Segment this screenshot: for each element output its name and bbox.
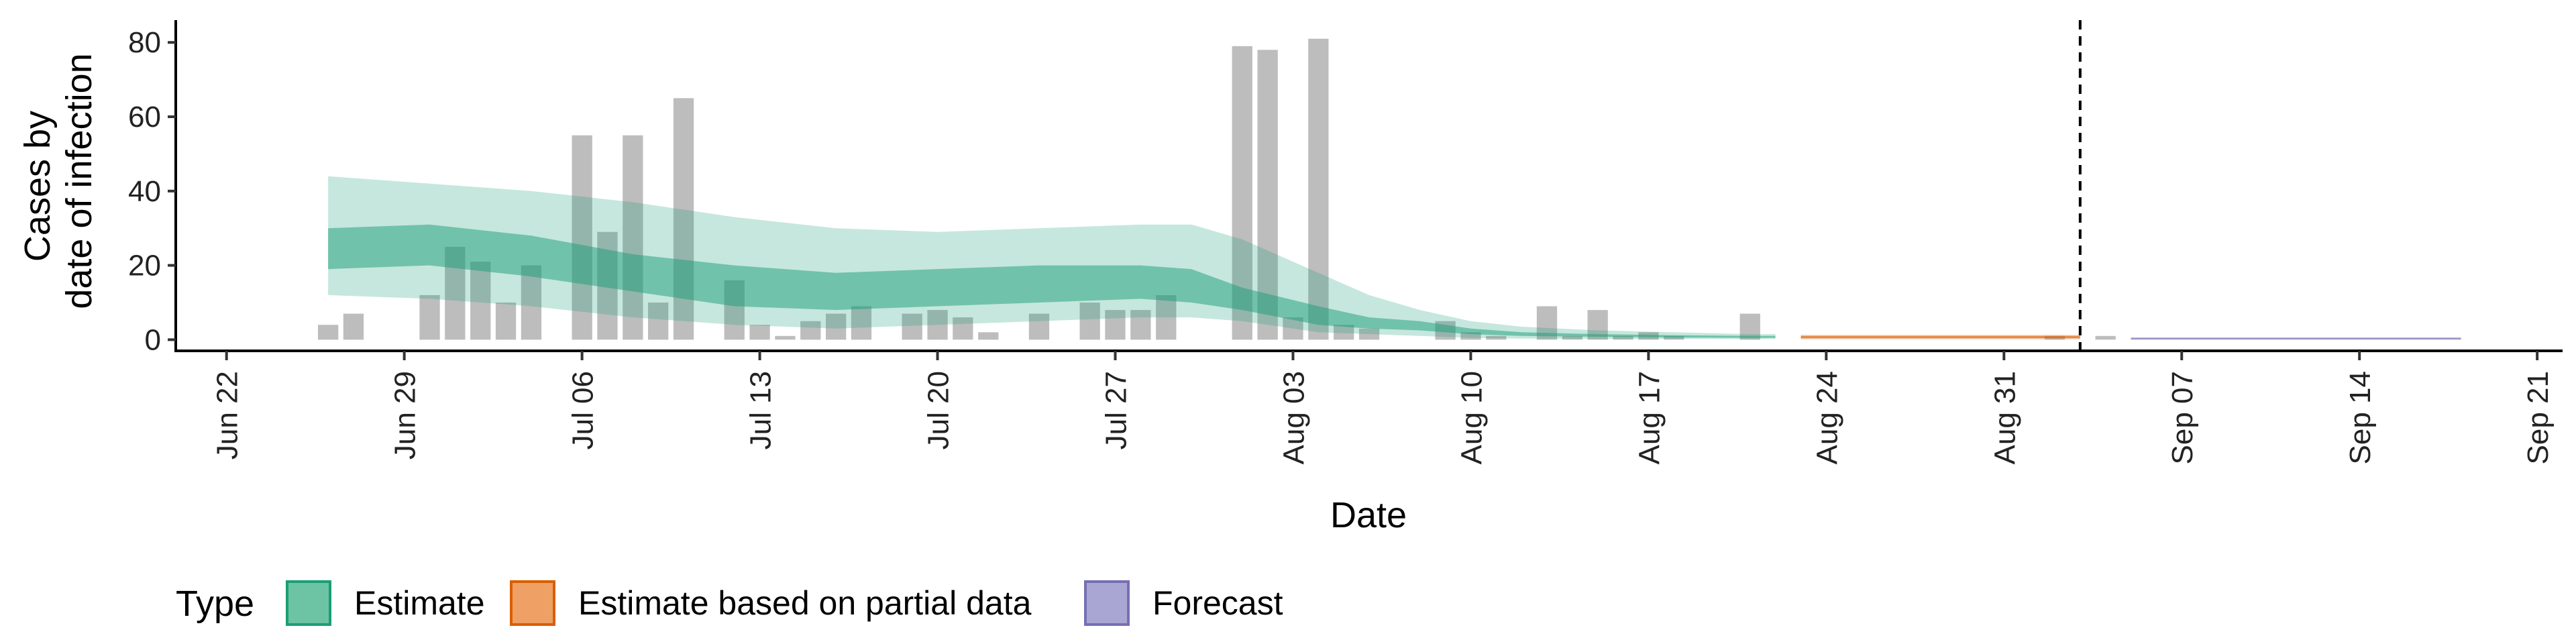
x-tick-label: Aug 03 (1277, 371, 1310, 464)
y-tick-label: 60 (128, 101, 161, 133)
y-tick-label: 0 (145, 323, 161, 356)
case-bar (1486, 335, 1507, 340)
case-bar (1562, 335, 1582, 340)
case-bar (1664, 335, 1684, 340)
legend-label: Estimate based on partial data (578, 584, 1032, 622)
case-bar (521, 265, 542, 340)
case-bar (1460, 332, 1481, 340)
case-bar (1334, 325, 1354, 340)
x-tick-label: Jul 06 (567, 371, 600, 449)
estimate-median-band (328, 224, 1776, 338)
x-tick-label: Aug 17 (1633, 371, 1666, 464)
case-bar (1130, 310, 1151, 340)
y-axis-title-line2: date of infection (59, 53, 99, 309)
case-bar (623, 135, 643, 340)
y-axis-title-line1: Cases by (17, 111, 58, 262)
legend-swatch (1084, 580, 1130, 626)
case-bar (572, 135, 592, 340)
x-axis-ticks: Jun 22 Jun 29 Jul 06 Jul 13 Jul 20 Jul 27 Aug … (211, 351, 2555, 464)
case-bar (1028, 313, 1050, 340)
x-tick-label: Jul 27 (1099, 371, 1132, 449)
y-tick-label: 80 (128, 26, 161, 59)
case-bar (953, 317, 973, 340)
case-bar (800, 321, 821, 340)
case-bar (1257, 50, 1278, 340)
legend-item: Forecast (1084, 580, 1283, 626)
x-tick-label: Aug 31 (1988, 371, 2021, 464)
case-bar (1156, 294, 1177, 340)
case-bar (1079, 303, 1100, 340)
legend-swatch (286, 580, 331, 626)
x-tick-label: Jun 29 (389, 371, 422, 460)
legend-label: Forecast (1152, 584, 1283, 622)
x-tick-label: Aug 24 (1811, 371, 1843, 464)
x-tick-label: Aug 10 (1455, 371, 1488, 464)
legend-item: Estimate based on partial data (510, 580, 1032, 626)
case-bar (343, 313, 364, 340)
case-bar (419, 294, 440, 340)
y-axis-ticks: 0 20 40 60 80 (128, 26, 176, 356)
case-bar (1739, 313, 1760, 340)
legend-swatch (510, 580, 555, 626)
x-tick-label: Sep 21 (2522, 371, 2555, 464)
case-bar (826, 313, 847, 340)
x-axis-title: Date (1330, 495, 1407, 535)
x-tick-label: Jul 13 (745, 371, 777, 449)
case-bar (749, 325, 770, 340)
case-bar (495, 303, 517, 340)
case-bar (851, 306, 872, 340)
x-tick-label: Jun 22 (211, 371, 244, 460)
case-bar (1308, 38, 1329, 340)
case-bar (1613, 335, 1633, 340)
case-bar (1358, 328, 1380, 340)
case-bar (470, 262, 491, 340)
case-bar (1105, 310, 1126, 340)
x-tick-label: Sep 07 (2166, 371, 2199, 464)
y-tick-label: 20 (128, 250, 161, 282)
case-bar (318, 325, 339, 340)
ribbons-layer (328, 176, 2461, 340)
legend-item: Estimate (286, 580, 485, 626)
legend-label: Estimate (354, 584, 485, 622)
case-bar (2095, 335, 2116, 340)
legend-items: Estimate Estimate based on partial data Fo… (286, 580, 1283, 626)
y-tick-label: 40 (128, 175, 161, 208)
case-bar (927, 310, 948, 340)
x-tick-label: Jul 20 (922, 371, 955, 449)
plot-area: 0 20 40 60 80 Jun 22 Jun 29 Jul 06 Jul 13 Jul 20… (128, 20, 2563, 464)
case-bar (775, 335, 796, 340)
case-bar (648, 303, 669, 340)
legend-title: Type (176, 584, 254, 624)
x-tick-label: Sep 14 (2344, 371, 2377, 464)
legend: Type Estimate Estimate based on partial d… (176, 580, 1283, 626)
case-bar (902, 313, 922, 340)
case-bar (978, 332, 999, 340)
y-axis-title: Cases by date of infection (17, 53, 99, 309)
